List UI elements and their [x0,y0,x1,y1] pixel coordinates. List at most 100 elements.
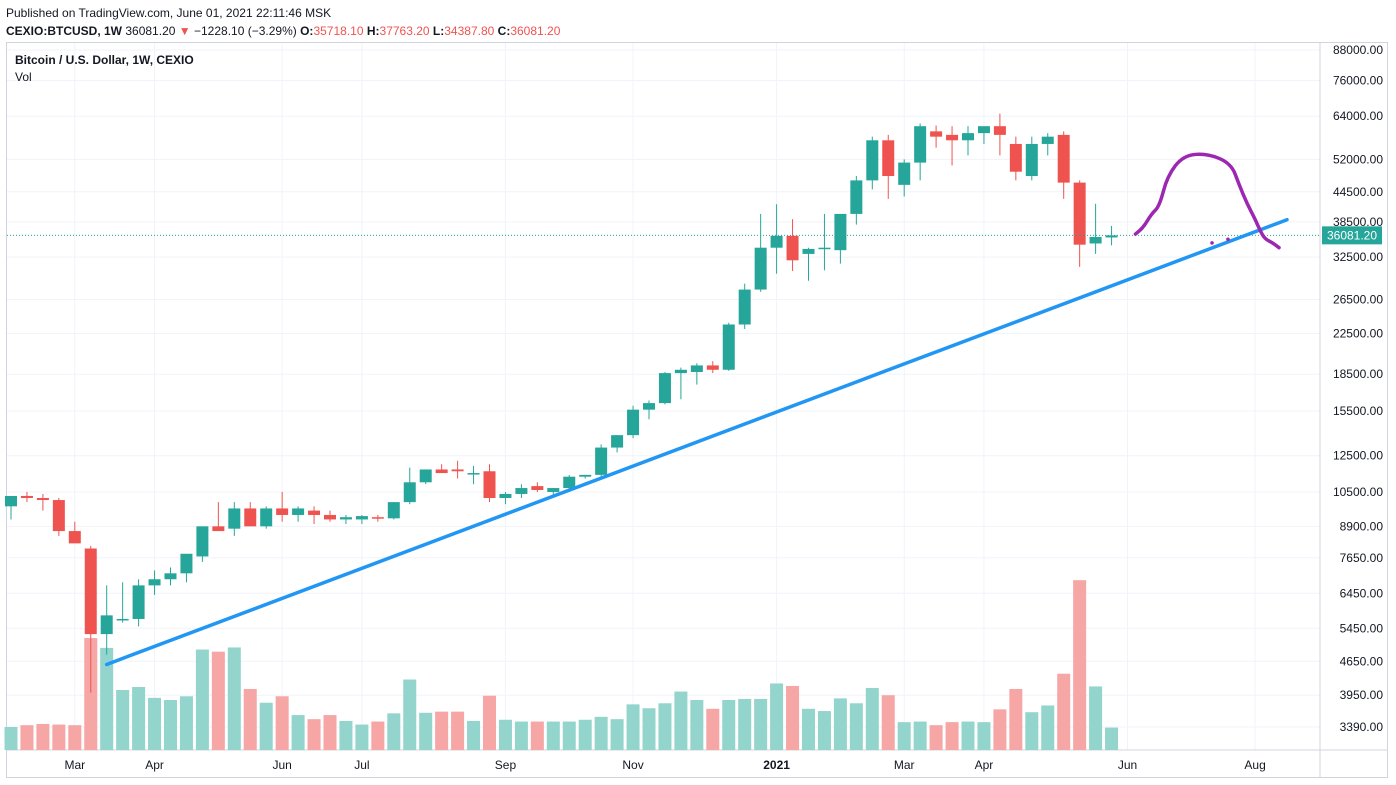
volume-bar [802,708,815,750]
volume-bar [355,724,369,750]
y-tick-label: 4650.00 [1340,654,1384,668]
volume-bar [483,695,496,750]
volume-bar [451,711,465,750]
change-arrow-icon: ▼ [178,24,191,38]
candle-body [962,133,974,141]
volume-bar [1089,686,1103,750]
volume-bar [897,722,911,750]
candle-body [595,447,608,475]
volume-bar [259,702,273,750]
last-price-badge-label: 36081.20 [1327,228,1377,242]
volume-bar [626,704,640,750]
candle-body [196,526,209,557]
volume-bar [1073,580,1087,750]
candle-body [563,476,576,489]
candle-body [68,531,81,544]
candle-body [1105,235,1118,238]
candle-body [403,482,416,503]
change-value: −1228.10 (−3.29%) [194,24,297,38]
candle-body [627,409,640,436]
volume-bar [833,698,847,750]
x-tick-label: Apr [145,758,164,772]
y-tick-label: 88000.00 [1333,43,1383,57]
close-label: C: [497,24,511,38]
volume-bar [514,721,528,750]
volume-bar [148,697,162,750]
volume-bar [913,721,927,750]
volume-bar [562,721,576,750]
candle-body [993,126,1006,135]
volume-bar [195,649,209,750]
candle-body [914,126,927,163]
volume-bar [498,719,512,750]
volume-bar [674,691,688,750]
candle-body [1089,236,1102,244]
candle-body [611,435,624,448]
candle-body [818,247,831,250]
candle-body [20,495,33,498]
legend-volume: Vol [15,70,32,84]
volume-bar [658,703,672,750]
volume-bar [594,716,608,750]
drawing-dot [1210,241,1214,245]
y-tick-label: 15500.00 [1333,404,1383,418]
y-tick-label: 12500.00 [1333,449,1383,463]
candle-body [244,508,257,527]
volume-bar [211,651,225,750]
y-tick-label: 3390.00 [1340,720,1384,734]
high-value: 37763.20 [379,24,430,38]
y-tick-label: 6450.00 [1340,586,1384,600]
y-tick-label: 7650.00 [1340,551,1384,565]
candle-body [435,469,448,474]
volume-bar [20,725,34,750]
volume-bar [1041,705,1055,750]
volume-bar [419,712,433,750]
x-tick-label: Aug [1244,758,1265,772]
candle-body [850,180,863,214]
volume-bar [100,647,114,750]
candle-body [547,488,560,492]
candle-body [802,248,815,254]
candle-body [339,517,352,520]
candle-body [228,508,241,529]
candle-body [371,517,384,519]
freehand-drawing [1133,152,1281,250]
y-tick-label: 3950.00 [1340,688,1384,702]
candle-body [930,131,943,137]
candle-body [643,403,655,410]
last-price-badge [1322,226,1382,245]
candle-body [946,134,959,141]
candle-body [387,502,400,519]
candle-body [866,140,879,181]
candle-body [164,573,177,580]
open-value: 35718.10 [313,24,364,38]
volume-bar [403,679,417,750]
chart-header: Published on TradingView.com, June 01, 2… [6,4,560,40]
y-tick-label: 32500.00 [1333,250,1383,264]
candle-body [148,579,161,586]
volume-bar [4,727,18,750]
candle-body [738,289,751,325]
candle-body [579,474,592,477]
candle-body [882,140,895,177]
legend-title: Bitcoin / U.S. Dollar, 1W, CEXIO [15,53,194,67]
candle-body [212,526,225,532]
y-tick-label: 38500.00 [1333,215,1383,229]
trendline [104,217,1289,667]
volume-bar [786,685,800,750]
volume-bar [530,721,544,750]
volume-bar [977,722,991,750]
y-tick-label: 10500.00 [1333,485,1383,499]
candle-body [5,495,17,507]
candle-body [786,235,799,261]
volume-bar [945,722,959,750]
volume-bar [929,725,943,750]
candle-body [180,553,193,574]
candle-body [419,469,432,483]
volume-bar [849,703,863,750]
y-tick-label: 22500.00 [1333,327,1383,341]
y-tick-label: 64000.00 [1333,109,1383,123]
candle-body [754,247,767,290]
volume-bar [323,715,337,750]
